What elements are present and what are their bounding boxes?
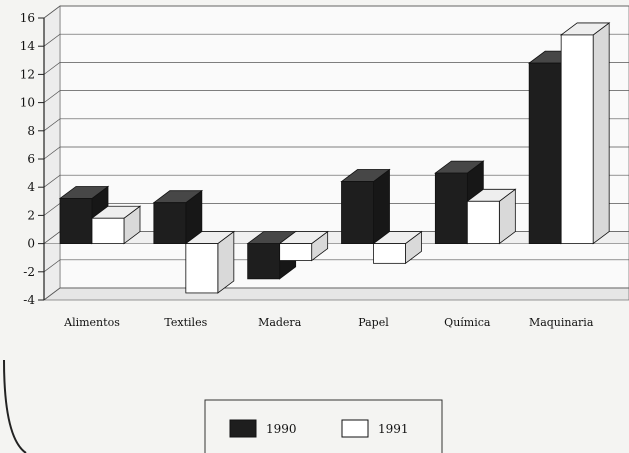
y-tick-label: 10	[20, 96, 35, 110]
y-tick-label: -2	[23, 265, 35, 279]
bar-1991-papel	[372, 230, 423, 265]
x-tick-label: Textiles	[164, 316, 207, 329]
x-tick-label: Alimentos	[63, 316, 120, 329]
bars	[58, 22, 611, 294]
bar-1991-madera	[278, 230, 329, 262]
bar-1991-alimentos	[90, 205, 142, 245]
legend-label-1991: 1991	[378, 422, 409, 436]
bar-1990-textiles	[152, 189, 204, 245]
gridline	[43, 146, 629, 160]
y-tick-label: 14	[20, 39, 36, 53]
bar-1990-papel	[340, 168, 391, 245]
x-tick-label: Madera	[258, 316, 302, 329]
gridline	[43, 5, 629, 19]
gridline	[43, 62, 629, 75]
page-curl	[3, 359, 27, 453]
bar-1991-química	[466, 188, 517, 245]
gridline	[43, 90, 629, 103]
y-tick-label: 4	[27, 180, 35, 194]
gridline	[43, 118, 629, 132]
legend-swatch-1991	[341, 419, 369, 438]
x-tick-label: Maquinaria	[529, 316, 594, 329]
x-tick-label: Papel	[358, 316, 389, 329]
gridline	[43, 259, 629, 273]
y-tick-label: 12	[20, 67, 35, 81]
bar-1991-textiles	[184, 230, 236, 294]
gridline	[43, 33, 629, 47]
y-axis: -4 -2 0 2 4 6 8 10 12 14 16	[20, 11, 45, 307]
bar-1991-maquinaria	[559, 22, 611, 245]
y-tick-label: 8	[27, 124, 35, 138]
gridline	[43, 287, 629, 301]
x-tick-label: Química	[444, 316, 491, 329]
bar-1990-alimentos	[58, 185, 110, 245]
y-tick-label: 0	[27, 237, 35, 251]
legend: 1990 1991	[204, 399, 443, 453]
y-tick-label: 2	[27, 208, 35, 222]
legend-swatch-1990	[229, 419, 257, 438]
y-tick-label: -4	[23, 293, 35, 307]
y-tick-label: 16	[20, 11, 35, 25]
y-tick-label: 6	[27, 152, 35, 166]
chart-floor	[42, 287, 629, 301]
x-axis: Alimentos Textiles Madera Papel Química Maqui…	[63, 316, 594, 329]
legend-label-1990: 1990	[266, 422, 297, 436]
